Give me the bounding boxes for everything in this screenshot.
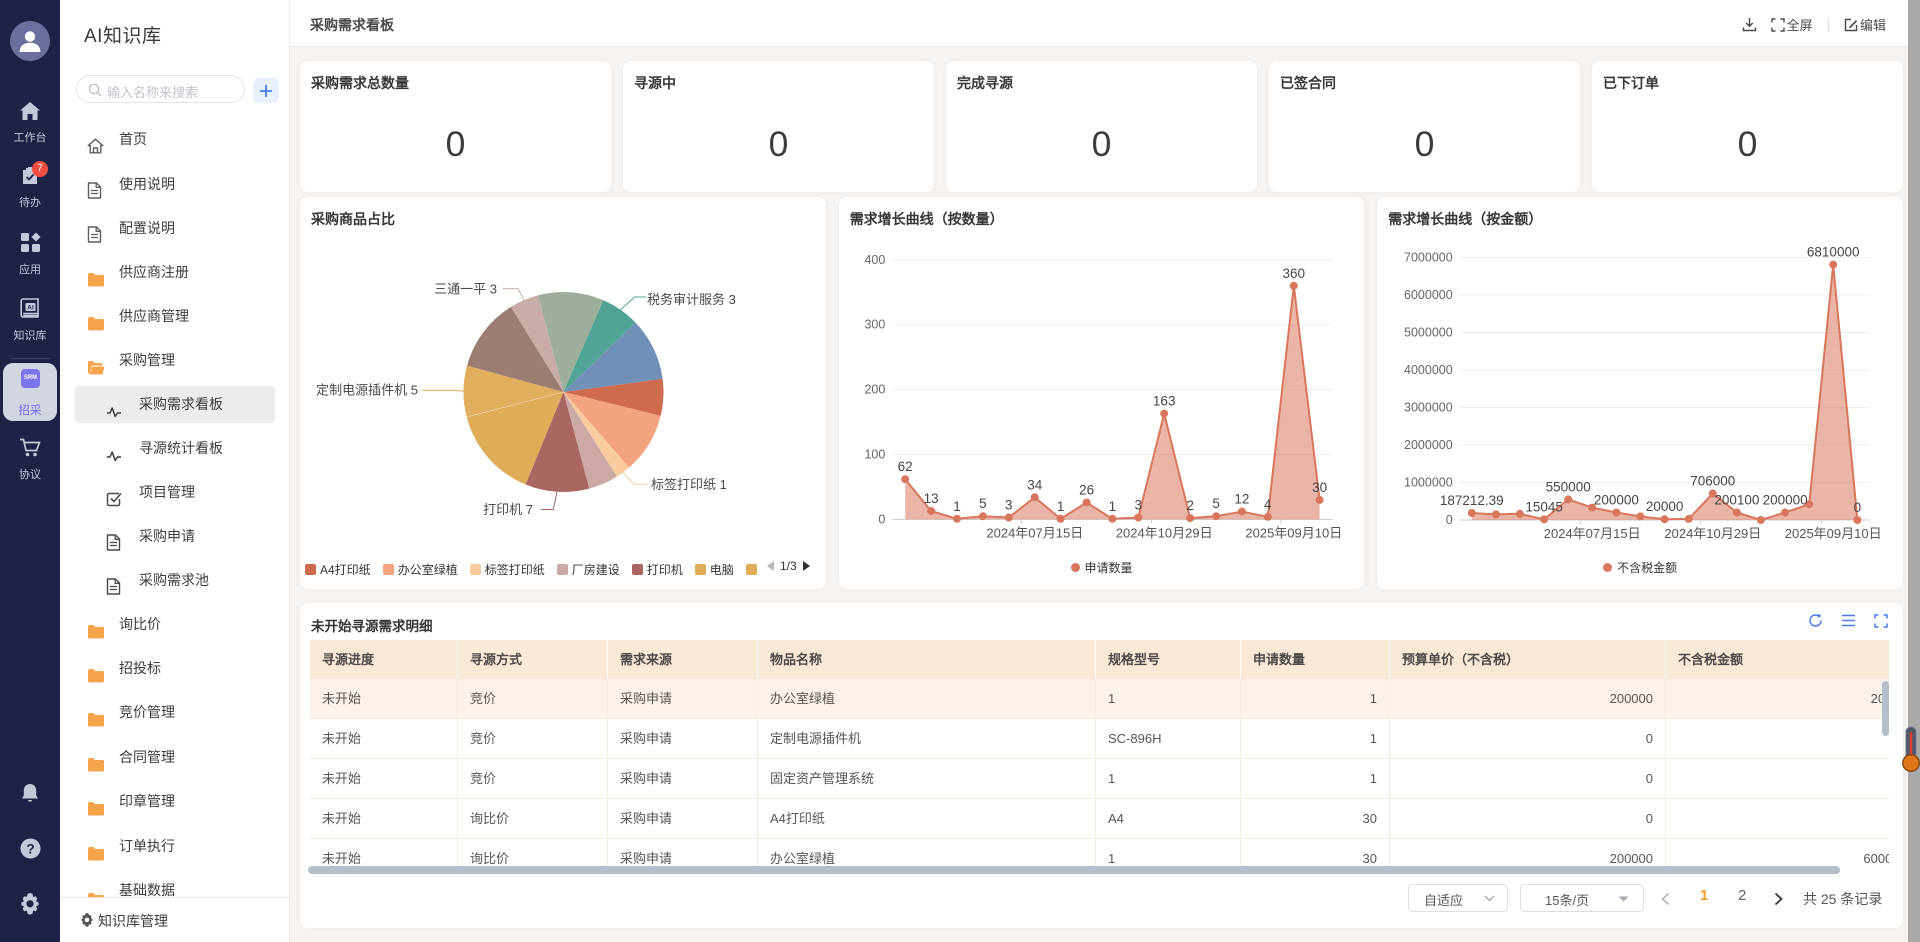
- svg-text:1: 1: [953, 499, 961, 514]
- svg-text:360: 360: [1282, 266, 1305, 281]
- svg-text:20000: 20000: [1646, 499, 1684, 514]
- svg-text:2024年07月15日: 2024年07月15日: [1544, 526, 1641, 541]
- svg-text:2024年10月29日: 2024年10月29日: [1115, 525, 1212, 540]
- svg-text:2024年07月15日: 2024年07月15日: [986, 525, 1083, 540]
- svg-text:0: 0: [1854, 500, 1862, 515]
- svg-text:打印机 7: 打印机 7: [483, 502, 533, 517]
- svg-text:5: 5: [979, 496, 987, 511]
- svg-text:2: 2: [1186, 498, 1194, 513]
- svg-text:2000000: 2000000: [1404, 438, 1453, 452]
- svg-text:200100: 200100: [1715, 493, 1760, 508]
- svg-text:税务审计服务 3: 税务审计服务 3: [647, 292, 736, 307]
- svg-text:400: 400: [864, 253, 885, 267]
- svg-text:三通一平 3: 三通一平 3: [434, 282, 497, 297]
- svg-text:AI: AI: [27, 305, 34, 312]
- svg-text:6000000: 6000000: [1404, 288, 1453, 302]
- svg-text:1: 1: [1057, 499, 1065, 514]
- svg-text:2025年09月10日: 2025年09月10日: [1245, 525, 1342, 540]
- svg-text:13: 13: [923, 491, 938, 506]
- svg-text:163: 163: [1153, 394, 1176, 409]
- svg-text:3: 3: [1005, 498, 1013, 513]
- svg-text:1000000: 1000000: [1404, 476, 1453, 490]
- svg-text:5: 5: [1212, 496, 1220, 511]
- svg-text:300: 300: [864, 318, 885, 332]
- svg-text:15045: 15045: [1526, 499, 1564, 514]
- svg-text:200000: 200000: [1763, 493, 1808, 508]
- svg-text:7000000: 7000000: [1404, 251, 1453, 265]
- svg-text:3000000: 3000000: [1404, 401, 1453, 415]
- svg-text:4: 4: [1264, 497, 1272, 512]
- svg-text:2024年10月29日: 2024年10月29日: [1665, 526, 1762, 541]
- svg-text:4000000: 4000000: [1404, 363, 1453, 377]
- svg-text:6810000: 6810000: [1807, 245, 1860, 260]
- svg-text:标签打印纸 1: 标签打印纸 1: [651, 477, 727, 492]
- svg-text:5000000: 5000000: [1404, 326, 1453, 340]
- svg-text:62: 62: [897, 459, 912, 474]
- svg-text:3: 3: [1134, 498, 1142, 513]
- svg-text:1: 1: [1108, 499, 1116, 514]
- svg-text:187212.39: 187212.39: [1440, 493, 1504, 508]
- svg-text:?: ?: [26, 841, 35, 857]
- svg-text:34: 34: [1027, 477, 1043, 492]
- svg-text:200000: 200000: [1594, 493, 1639, 508]
- svg-text:30: 30: [1312, 480, 1327, 495]
- svg-text:12: 12: [1234, 492, 1249, 507]
- svg-text:706000: 706000: [1691, 474, 1736, 489]
- svg-text:550000: 550000: [1546, 479, 1591, 494]
- svg-text:0: 0: [878, 512, 885, 526]
- svg-text:定制电源插件机 5: 定制电源插件机 5: [316, 383, 418, 398]
- svg-text:26: 26: [1079, 483, 1094, 498]
- svg-text:100: 100: [864, 448, 885, 462]
- svg-text:200: 200: [864, 383, 885, 397]
- svg-text:2025年09月10日: 2025年09月10日: [1785, 526, 1882, 541]
- svg-text:0: 0: [1446, 513, 1453, 527]
